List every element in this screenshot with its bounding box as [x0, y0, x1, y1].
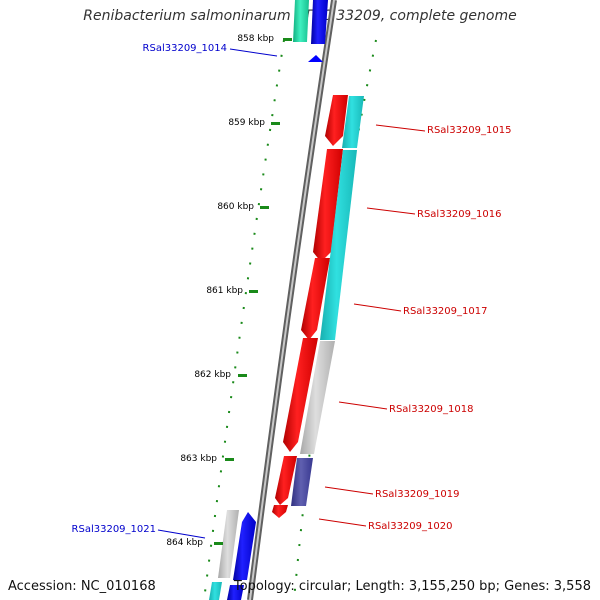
gene-cog-teal-top[interactable]	[293, 0, 309, 42]
cog-rsal33209-1018[interactable]	[300, 341, 335, 454]
gene-labels: RSal33209_1014 RSal33209_1015 RSal33209_…	[72, 43, 512, 535]
ruler-tick-858	[283, 38, 292, 41]
gene-label-rsal33209-1018[interactable]: RSal33209_1018	[389, 404, 473, 415]
ruler-label: 861 kbp	[206, 286, 243, 296]
gene-label-rsal33209-1014[interactable]: RSal33209_1014	[143, 43, 227, 54]
ruler-label: 862 kbp	[194, 370, 231, 380]
genome-backbone	[249, 0, 335, 600]
gene-label-rsal33209-1020[interactable]: RSal33209_1020	[368, 521, 452, 532]
accession-info: Accession: NC_010168	[8, 579, 156, 594]
gene-label-rsal33209-1015[interactable]: RSal33209_1015	[427, 125, 511, 136]
ruler-label: 863 kbp	[180, 454, 217, 464]
gene-label-leaders	[157, 48, 426, 539]
cog-rsal33209-1016-1017[interactable]	[320, 150, 357, 340]
ruler-tick-862	[238, 374, 247, 377]
ruler-tick-861	[249, 290, 258, 293]
cog-bottom[interactable]	[209, 582, 222, 600]
gene-label-rsal33209-1019[interactable]: RSal33209_1019	[375, 489, 459, 500]
ruler-tick-859	[271, 122, 280, 125]
gene-rsal33209-1014[interactable]	[308, 55, 323, 62]
gene-rsal33209-1018[interactable]	[283, 338, 318, 452]
gene-label-rsal33209-1016[interactable]: RSal33209_1016	[417, 209, 501, 220]
gene-rsal33209-1020[interactable]	[272, 505, 288, 518]
ruler-tick-863	[225, 458, 234, 461]
ruler-label: 859 kbp	[228, 118, 265, 128]
ruler-tick-864	[214, 542, 223, 545]
gene-label-rsal33209-1021[interactable]: RSal33209_1021	[72, 524, 156, 535]
ruler: 858 kbp 859 kbp 860 kbp 861 kbp 862 kbp …	[166, 34, 292, 548]
gene-rsal33209-1015[interactable]	[325, 95, 348, 146]
gene-label-rsal33209-1017[interactable]: RSal33209_1017	[403, 306, 487, 317]
ruler-tick-860	[260, 206, 269, 209]
ruler-label: 858 kbp	[237, 34, 274, 44]
gene-rsal33209-1021[interactable]	[233, 512, 256, 580]
gene-rsal33209-1017[interactable]	[301, 258, 330, 340]
gene-rsal33209-1016[interactable]	[313, 149, 343, 262]
topology-info: Topology: circular; Length: 3,155,250 bp…	[233, 579, 591, 594]
cog-rsal33209-1019[interactable]	[291, 458, 313, 506]
ruler-label: 864 kbp	[166, 538, 203, 548]
ruler-label: 860 kbp	[217, 202, 254, 212]
cog-rsal33209-1021[interactable]	[218, 510, 239, 578]
gene-rsal33209-1019[interactable]	[275, 456, 297, 505]
gene-reverse-bottom[interactable]	[227, 585, 244, 600]
cog-rsal33209-1015[interactable]	[342, 96, 364, 148]
gene-reverse-top[interactable]	[311, 0, 328, 44]
